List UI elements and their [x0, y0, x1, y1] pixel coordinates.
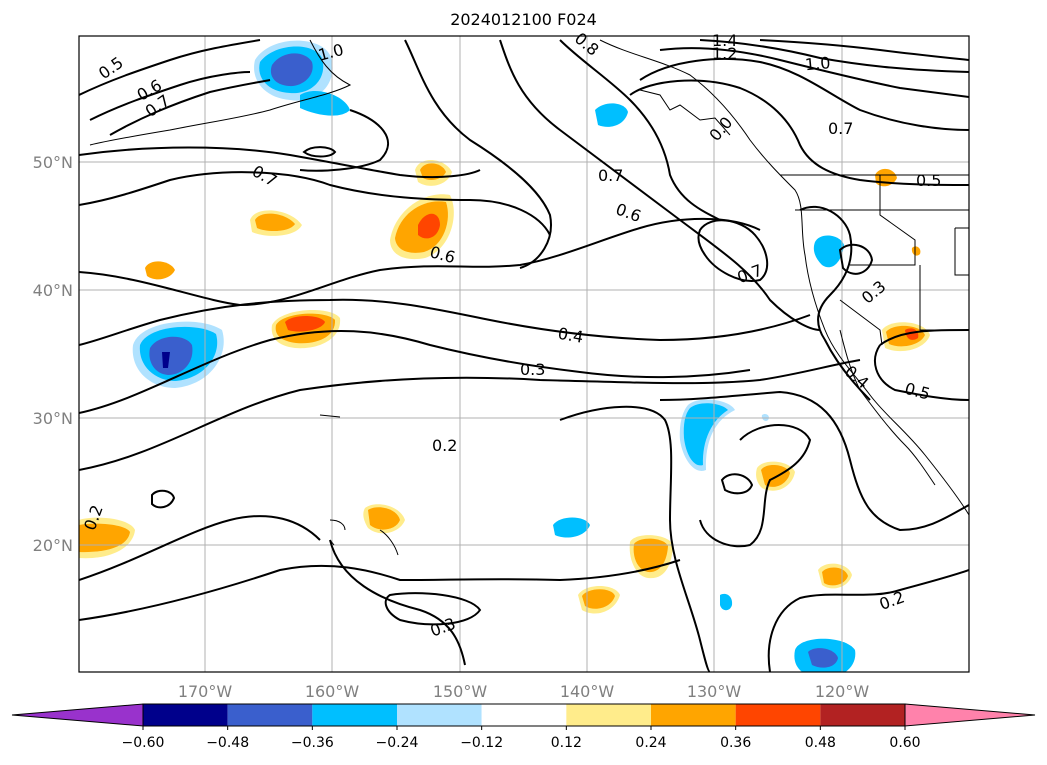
lon-label: 150°W [433, 682, 488, 701]
lon-label: 140°W [560, 682, 615, 701]
colorbar-tick-label: −0.48 [206, 735, 249, 751]
map-area [79, 36, 969, 672]
colorbar-tick-label: 0.60 [889, 735, 920, 751]
contour-label: 1.2 [712, 44, 737, 63]
colorbar-segment [566, 704, 651, 726]
colorbar-segment [735, 704, 821, 726]
colorbar-outline [142, 703, 906, 727]
colorbar-tick-label: −0.60 [122, 735, 165, 751]
colorbar-tick-label: 0.48 [805, 735, 836, 751]
contour-label: 0.5 [916, 171, 941, 190]
colorbar-segment [397, 704, 482, 726]
contour-label: 0.3 [520, 360, 545, 379]
colorbar-segment [481, 704, 567, 726]
colorbar-segment [143, 704, 228, 726]
map-title: 2024012100 F024 [450, 10, 597, 29]
lon-label: 170°W [178, 682, 233, 701]
contour-label: 0.3 [858, 277, 890, 308]
colorbar-extend-low [11, 703, 144, 727]
colorbar-tick-label: −0.12 [460, 735, 503, 751]
contour-label: 0.5 [95, 53, 127, 83]
contour-label: 0.6 [428, 242, 458, 267]
contour-label: 1.0 [316, 40, 346, 65]
contour-label: 0.3 [428, 614, 458, 641]
colorbar-tick-label: 0.24 [635, 735, 666, 751]
latitude-labels: 50°N 40°N 30°N 20°N [33, 153, 73, 555]
colorbar-tick-label: 0.36 [720, 735, 751, 751]
colorbar-segment [227, 704, 313, 726]
contour-label: 0.2 [877, 587, 907, 614]
lon-label: 130°W [687, 682, 742, 701]
contour-label: 0.4 [556, 324, 584, 347]
contour-label: 0.7 [598, 166, 623, 185]
lat-label: 50°N [33, 153, 73, 172]
contour-label: 0.0 [705, 113, 736, 145]
map-frame [78, 35, 970, 673]
lat-label: 40°N [33, 281, 73, 300]
negative-anomaly-areas [132, 40, 856, 672]
colorbar-segment [312, 704, 397, 726]
lon-label: 160°W [305, 682, 360, 701]
colorbar-segment [651, 704, 736, 726]
longitude-labels: 170°W 160°W 150°W 140°W 130°W 120°W [178, 682, 870, 701]
contour-label: 0.6 [613, 199, 643, 226]
contour-label: 0.7 [828, 119, 853, 138]
colorbar-segment [820, 704, 905, 726]
contour-label: 0.2 [432, 436, 457, 455]
coastlines [89, 39, 969, 556]
colorbar-tick-label: −0.24 [376, 735, 419, 751]
lat-label: 30°N [33, 409, 73, 428]
lat-label: 20°N [33, 536, 73, 555]
colorbar-tick-label: −0.36 [291, 735, 334, 751]
colorbar-tick-label: 0.12 [551, 735, 582, 751]
contour-label: 0.4 [841, 362, 873, 393]
colorbar: −0.60 −0.48 −0.36 −0.24 −0.12 0.12 0.24 0.36 0.4… [11, 703, 1036, 751]
contour-lines [79, 39, 969, 672]
colorbar-extend-high [904, 703, 1036, 727]
contour-label: 0.7 [249, 161, 281, 190]
lon-label: 120°W [815, 682, 870, 701]
contour-label: 1.0 [804, 53, 831, 74]
contour-label: 0.5 [903, 379, 933, 404]
